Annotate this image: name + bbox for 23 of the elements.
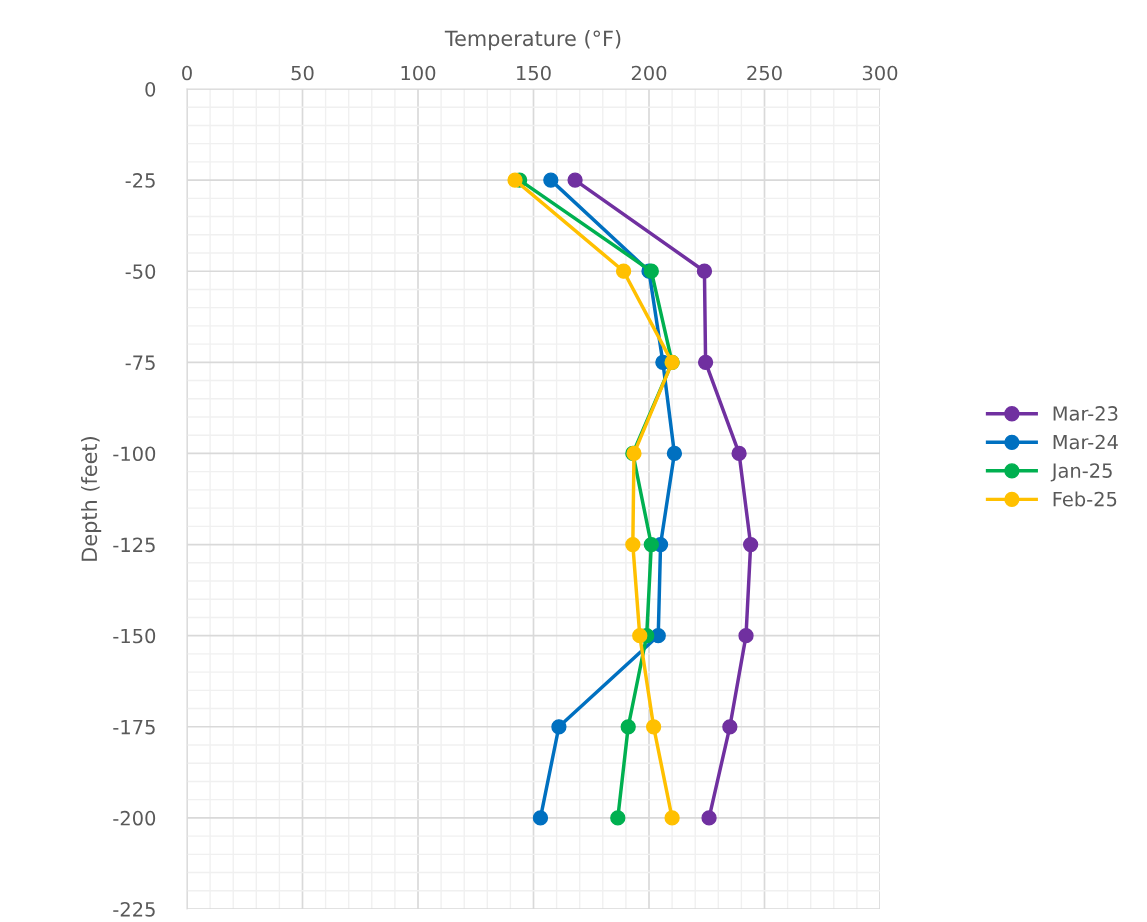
x-tick-label: 200	[631, 65, 667, 81]
x-tick-label: 50	[291, 65, 314, 81]
x-tick-label: 150	[517, 65, 551, 81]
y-tick-label: -200	[113, 810, 156, 826]
y-tick-label: -150	[113, 628, 156, 644]
y-tick-label: -175	[113, 719, 155, 735]
y-tick-label: 0	[145, 81, 156, 97]
y-tick-label: -125	[113, 537, 155, 553]
legend-label: Jan-25	[1050, 463, 1112, 482]
y-tick-label: -100	[113, 446, 156, 462]
y-axis-title: Depth (feet)	[81, 437, 102, 561]
x-axis-title: Temperature (°F)	[444, 30, 621, 51]
y-tick-label: -50	[125, 264, 156, 279]
y-tick-label: -75	[125, 355, 155, 370]
legend-label: Feb-25	[1053, 491, 1117, 507]
x-tick-label: 100	[401, 65, 436, 81]
y-tick-label: -225	[113, 901, 155, 917]
x-tick-label: 250	[747, 65, 782, 81]
legend-label: Mar-23	[1053, 406, 1118, 421]
y-tick-label: -25	[125, 173, 155, 188]
x-tick-label: 0	[182, 65, 192, 81]
legend-label: Mar-24	[1053, 434, 1118, 450]
x-tick-label: 300	[862, 65, 898, 81]
